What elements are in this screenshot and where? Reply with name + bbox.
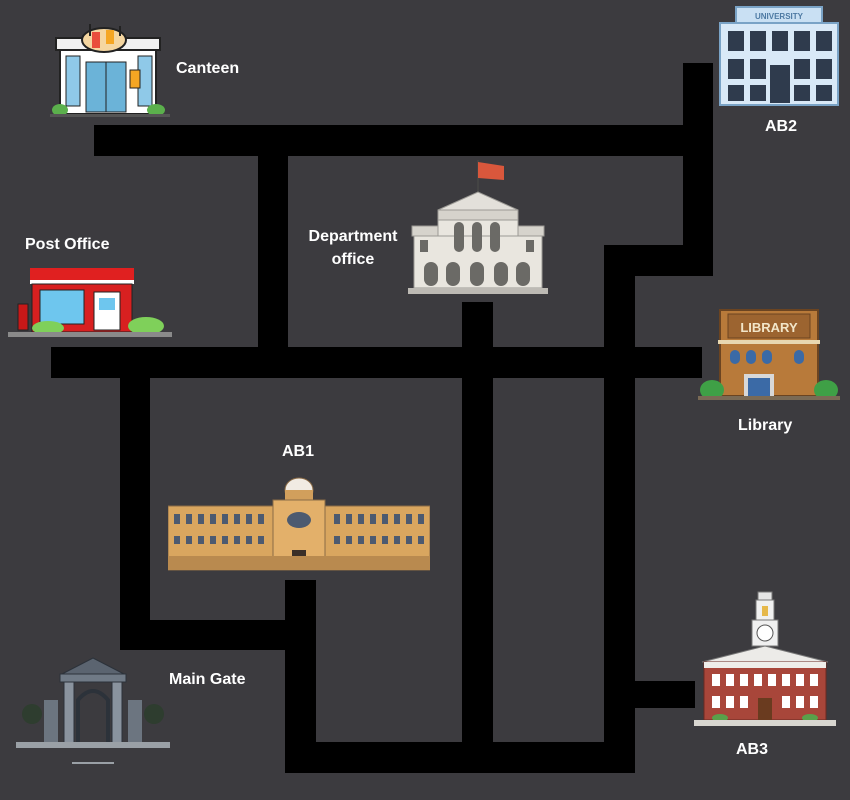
road-ab3-spur	[604, 681, 695, 708]
road-right-top-vertical	[683, 63, 713, 276]
label-ab2: AB2	[765, 118, 798, 135]
university-building-icon: UNIVERSITY	[719, 6, 839, 106]
label-post-office: Post Office	[25, 236, 110, 253]
ab1-building-icon	[168, 477, 430, 571]
road-inner-left-vertical	[258, 125, 288, 377]
canteen-building-icon	[50, 24, 170, 117]
label-main-gate: Main Gate	[169, 671, 246, 688]
road-network	[51, 63, 713, 773]
library-building-icon: LIBRARY	[698, 309, 840, 400]
road-bottom-horizontal	[285, 742, 635, 773]
label-ab1: AB1	[282, 443, 315, 460]
post-office-icon	[8, 268, 172, 337]
road-middle-horizontal	[51, 347, 702, 378]
label-library: Library	[738, 417, 793, 434]
label-department-office: Department office	[308, 228, 398, 268]
road-left-vertical	[120, 347, 150, 650]
road-center-vertical	[462, 302, 493, 742]
svg-text:LIBRARY: LIBRARY	[740, 320, 798, 335]
road-top-horizontal	[94, 125, 712, 156]
ab3-clocktower-icon	[694, 591, 836, 726]
label-canteen: Canteen	[176, 60, 240, 77]
road-gate-vertical	[285, 580, 316, 773]
label-ab3: AB3	[736, 741, 769, 758]
main-gate-icon	[16, 657, 170, 764]
road-left-bottom-horizontal	[120, 620, 316, 650]
svg-text:UNIVERSITY: UNIVERSITY	[755, 12, 804, 21]
department-office-icon	[408, 160, 548, 294]
